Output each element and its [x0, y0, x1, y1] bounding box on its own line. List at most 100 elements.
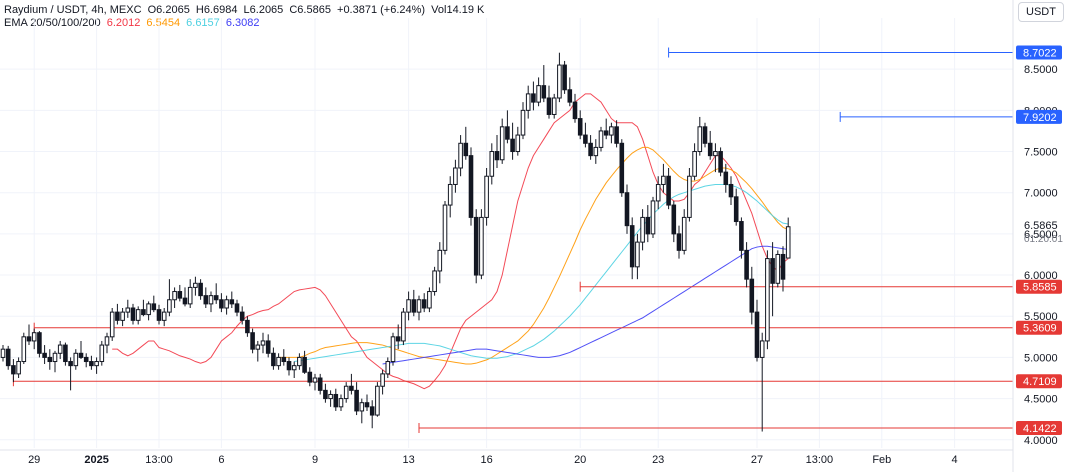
- volume-value: Vol14.19 K: [431, 4, 485, 16]
- ema-line-1: [278, 146, 789, 365]
- last-price-label: 6.5865: [1024, 220, 1058, 232]
- candle-body: [193, 282, 198, 288]
- candle-body: [73, 352, 79, 367]
- candle-body: [468, 155, 474, 218]
- candle-body: [177, 291, 183, 299]
- candle-body: [115, 311, 120, 321]
- candle-body: [281, 356, 287, 363]
- candle-body: [765, 258, 770, 342]
- candle-body: [525, 93, 531, 111]
- candle-body: [234, 303, 240, 313]
- candle-body: [661, 175, 666, 185]
- price-tick-label: 7.0000: [1024, 188, 1058, 200]
- candle-body: [323, 389, 328, 400]
- price-tick-label: 6.0000: [1024, 270, 1058, 282]
- ema-indicator-label[interactable]: EMA 20/50/100/200: [4, 17, 101, 29]
- candle-body: [89, 361, 94, 367]
- candle-body: [291, 365, 297, 371]
- candle-body: [650, 200, 656, 235]
- candle-body: [198, 282, 203, 297]
- ema200-value: 6.3082: [225, 17, 260, 29]
- price-tick-label: 7.5000: [1024, 147, 1058, 159]
- candle-body: [161, 311, 167, 321]
- candle-body: [713, 151, 718, 157]
- candle-body: [494, 151, 500, 161]
- candle-body: [37, 332, 42, 354]
- candle-body: [614, 126, 619, 144]
- candle-body: [562, 64, 567, 91]
- candle-body: [349, 385, 354, 391]
- candle-body: [260, 340, 266, 346]
- candle-body: [744, 249, 749, 280]
- candle-body: [219, 299, 224, 309]
- candle-body: [546, 97, 552, 115]
- candle-body: [120, 311, 125, 321]
- candles-group: [0, 52, 791, 432]
- ema-line-3: [382, 245, 789, 365]
- candle-body: [536, 85, 541, 103]
- candle-body: [406, 299, 411, 313]
- candle-body: [635, 241, 640, 268]
- candle-body: [312, 377, 318, 383]
- candle-body: [541, 85, 547, 99]
- candle-body: [156, 309, 162, 321]
- level-price-label: 4.7109: [1023, 376, 1057, 388]
- candle-body: [666, 175, 671, 206]
- candle-body: [104, 336, 110, 346]
- candle-body: [759, 340, 765, 358]
- candle-body: [390, 336, 396, 363]
- level-price-label: 7.9202: [1023, 112, 1057, 124]
- candle-body: [697, 126, 703, 153]
- candle-body: [588, 142, 593, 157]
- ohlc-open: O6.2065: [147, 4, 190, 16]
- candle-body: [421, 299, 427, 309]
- candle-body: [42, 352, 47, 358]
- candle-body: [26, 336, 32, 342]
- candle-body: [203, 295, 209, 305]
- candle-body: [739, 221, 744, 251]
- time-tick-label: 16: [480, 454, 492, 466]
- candle-body: [317, 377, 323, 391]
- candle-body: [515, 134, 521, 153]
- candle-body: [598, 130, 604, 148]
- candle-body: [78, 352, 84, 358]
- candle-body: [94, 361, 99, 367]
- candle-body: [416, 299, 422, 313]
- candle-body: [276, 356, 281, 367]
- candle-body: [687, 175, 692, 218]
- time-tick-label: 27: [751, 454, 763, 466]
- ohlc-high: H6.6984: [195, 4, 238, 16]
- candle-body: [583, 134, 588, 144]
- time-tick-label: 23: [652, 454, 664, 466]
- candle-body: [463, 142, 469, 157]
- candle-body: [707, 142, 713, 157]
- candle-body: [676, 233, 682, 251]
- level-price-tag: [1016, 374, 1062, 389]
- candle-body: [557, 64, 562, 99]
- candle-body: [302, 356, 307, 373]
- level-price-label: 8.7022: [1023, 48, 1057, 60]
- price-change: +0.3871 (+6.24%): [337, 4, 426, 16]
- time-tick-label: 29: [28, 454, 40, 466]
- candle-body: [432, 270, 437, 293]
- candle-body: [609, 126, 614, 136]
- level-price-tag: [1016, 421, 1062, 436]
- candle-body: [265, 340, 271, 354]
- candle-body: [338, 398, 344, 408]
- symbol-title[interactable]: Raydium / USDT, 4h, MEXC: [4, 4, 142, 16]
- candle-body: [551, 97, 557, 115]
- candle-body: [718, 151, 723, 173]
- currency-selector[interactable]: USDT: [1018, 2, 1064, 22]
- candle-body: [333, 393, 339, 408]
- candle-body: [380, 373, 385, 387]
- candle-body: [213, 295, 219, 301]
- candle-body: [255, 344, 261, 350]
- candle-body: [505, 126, 510, 140]
- level-price-tag: [1016, 279, 1062, 294]
- candle-body: [135, 309, 141, 321]
- candle-body: [395, 336, 401, 342]
- level-price-label: 5.3609: [1023, 323, 1057, 335]
- candle-body: [130, 307, 136, 321]
- candle-body: [619, 142, 625, 194]
